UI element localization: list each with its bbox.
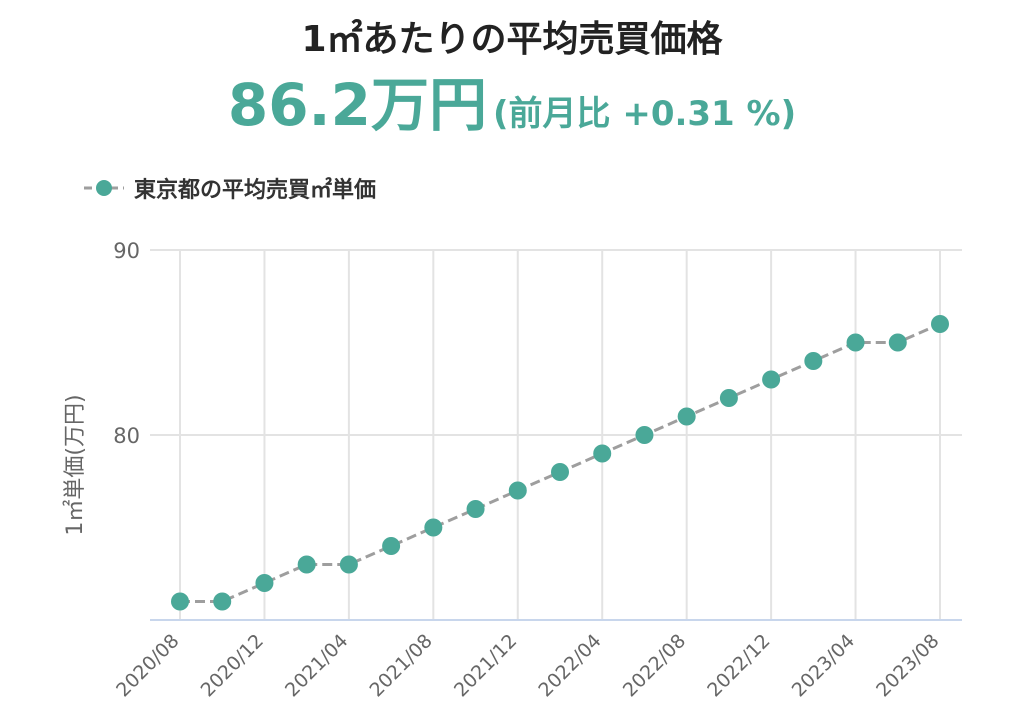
data-point [551, 463, 569, 481]
data-point [297, 555, 316, 574]
x-tick-label: 2022/12 [703, 630, 774, 701]
data-point [339, 555, 358, 574]
data-point [888, 333, 907, 352]
data-point [762, 370, 781, 389]
data-point [424, 518, 443, 537]
x-tick-label: 2020/12 [197, 630, 268, 701]
data-point [846, 333, 865, 352]
x-tick-label: 2020/08 [112, 630, 183, 701]
data-point [382, 537, 401, 555]
data-point [171, 592, 189, 611]
y-tick-label: 90 [113, 239, 140, 263]
legend-label: 東京都の平均売買㎡単価 [134, 178, 377, 203]
data-point [466, 500, 485, 518]
current-price: 86.2万円 [227, 71, 487, 139]
data-point [677, 407, 696, 426]
page-title: 1㎡あたりの平均売買価格 [301, 19, 723, 60]
x-tick-label: 2021/08 [365, 630, 436, 701]
x-tick-label: 2023/08 [872, 630, 943, 701]
x-tick-label: 2022/04 [534, 630, 605, 701]
month-change: (前月比 +0.31 %) [492, 94, 797, 134]
series-line [180, 322, 941, 603]
data-point [213, 592, 232, 611]
y-tick-label: 80 [113, 424, 140, 448]
y-axis-title: 1㎡単価(万円) [62, 394, 88, 535]
chart-legend[interactable]: 東京都の平均売買㎡単価 [82, 168, 376, 208]
data-point [931, 315, 949, 333]
x-tick-label: 2022/08 [619, 630, 690, 701]
data-point [635, 426, 654, 444]
x-tick-label: 2021/12 [450, 630, 521, 701]
data-point [719, 389, 738, 407]
price-headline: 86.2万円 (前月比 +0.31 %) [0, 58, 1024, 142]
x-tick-label: 2021/04 [281, 630, 352, 701]
legend-marker-icon [84, 180, 124, 196]
data-point [804, 352, 823, 370]
data-point [508, 481, 527, 500]
data-point [593, 444, 612, 463]
data-point [255, 574, 274, 592]
x-tick-label: 2023/04 [788, 630, 859, 701]
